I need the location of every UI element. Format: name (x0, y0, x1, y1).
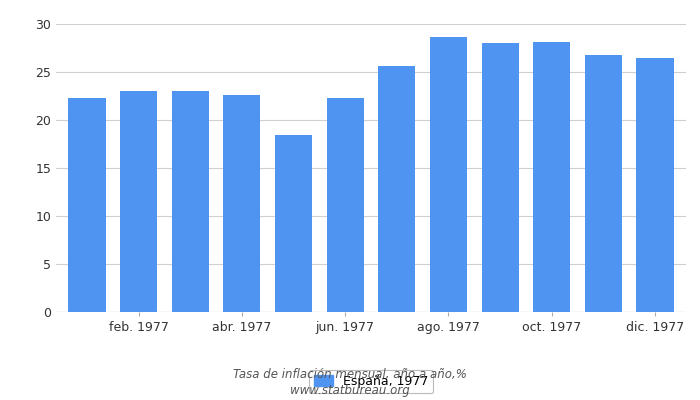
Bar (533, 42, 570, 312)
Bar (584, 55, 622, 312)
Bar (69, 98, 106, 312)
Bar (482, 43, 519, 312)
Bar (275, 135, 312, 312)
Bar (172, 91, 209, 312)
Bar (378, 66, 415, 312)
Text: www.statbureau.org: www.statbureau.org (290, 384, 410, 397)
Bar (327, 98, 364, 312)
Bar (223, 95, 260, 312)
Legend: España, 1977: España, 1977 (309, 370, 433, 393)
Text: Tasa de inflación mensual, año a año,%: Tasa de inflación mensual, año a año,% (233, 368, 467, 381)
Bar (120, 91, 158, 312)
Bar (636, 58, 673, 312)
Bar (430, 38, 467, 312)
